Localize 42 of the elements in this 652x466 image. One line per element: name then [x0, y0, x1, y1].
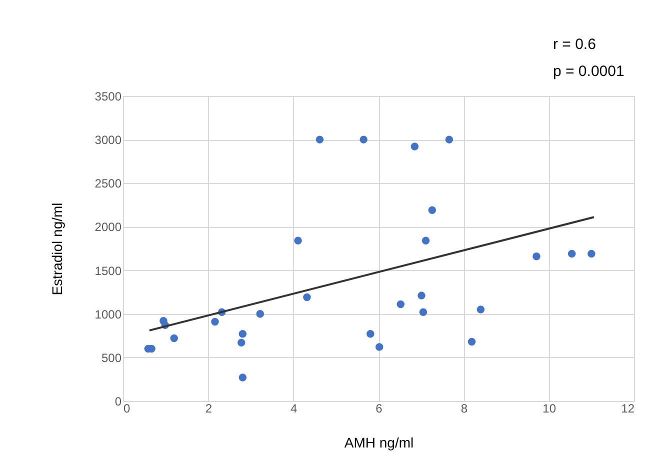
point: [588, 250, 596, 258]
point: [256, 310, 264, 318]
x-tick-label: 6: [376, 402, 383, 416]
point: [211, 318, 219, 326]
point: [294, 236, 302, 245]
y-tick-label: 1500: [94, 264, 122, 278]
point: [375, 343, 384, 351]
text: p = 0.0001: [553, 63, 624, 80]
point: [428, 206, 436, 214]
y-tick-label: 1000: [94, 307, 122, 322]
y-axis-title: Estradiol ng/ml: [48, 202, 65, 296]
point: [410, 142, 419, 150]
point: [360, 136, 368, 144]
point: [238, 330, 247, 338]
x-axis-title: AMH ng/ml: [344, 434, 414, 450]
point: [396, 300, 405, 308]
text: r = 0.6: [553, 36, 596, 53]
x-tick-label: 10: [542, 402, 556, 416]
point: [476, 306, 485, 314]
point: [419, 308, 428, 316]
point: [418, 292, 426, 300]
point: [568, 250, 576, 258]
y-tick-label: 2000: [94, 220, 122, 234]
point: [303, 293, 311, 302]
x-tick-label: 8: [460, 402, 468, 416]
x-tick-label: 12: [621, 402, 635, 416]
point: [170, 334, 178, 342]
x-tick-label: 2: [205, 402, 212, 416]
point: [532, 252, 540, 260]
y-tick-label: 3000: [94, 133, 122, 148]
point: [366, 330, 374, 338]
point: [238, 338, 246, 346]
y-tick-label: 3500: [94, 90, 122, 104]
point: [422, 236, 430, 245]
x-tick-label: 4: [290, 402, 298, 416]
y-tick-label: 2500: [94, 176, 122, 191]
point: [316, 136, 324, 144]
x-tick-label: 0: [124, 402, 130, 416]
point: [238, 374, 247, 382]
point: [445, 136, 454, 144]
y-tick-label: 500: [101, 350, 122, 365]
point: [468, 338, 476, 346]
